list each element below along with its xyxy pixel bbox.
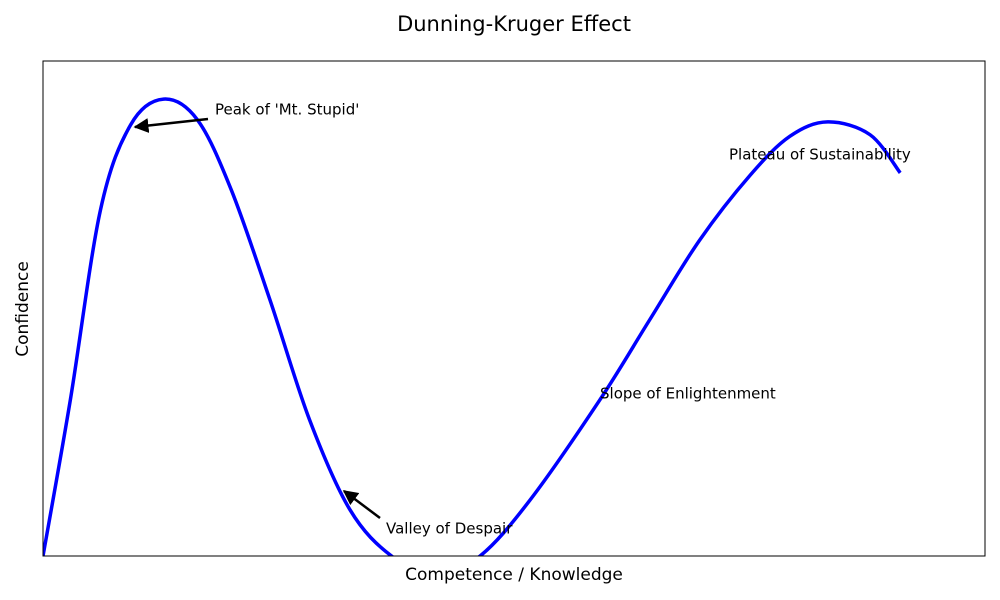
plot-area <box>43 97 902 556</box>
annotation-arrow <box>133 117 209 133</box>
annotation-label: Valley of Despair <box>386 520 513 538</box>
y-axis-label: Confidence <box>13 261 33 357</box>
annotation-arrow <box>342 490 381 519</box>
x-axis-label: Competence / Knowledge <box>405 565 623 585</box>
annotation-label: Plateau of Sustainability <box>729 146 911 164</box>
line-series <box>43 97 902 556</box>
annotation-label: Peak of 'Mt. Stupid' <box>215 101 359 119</box>
annotation-label: Slope of Enlightenment <box>600 385 776 403</box>
chart-title: Dunning-Kruger Effect <box>397 12 631 36</box>
plot-frame <box>42 60 986 557</box>
